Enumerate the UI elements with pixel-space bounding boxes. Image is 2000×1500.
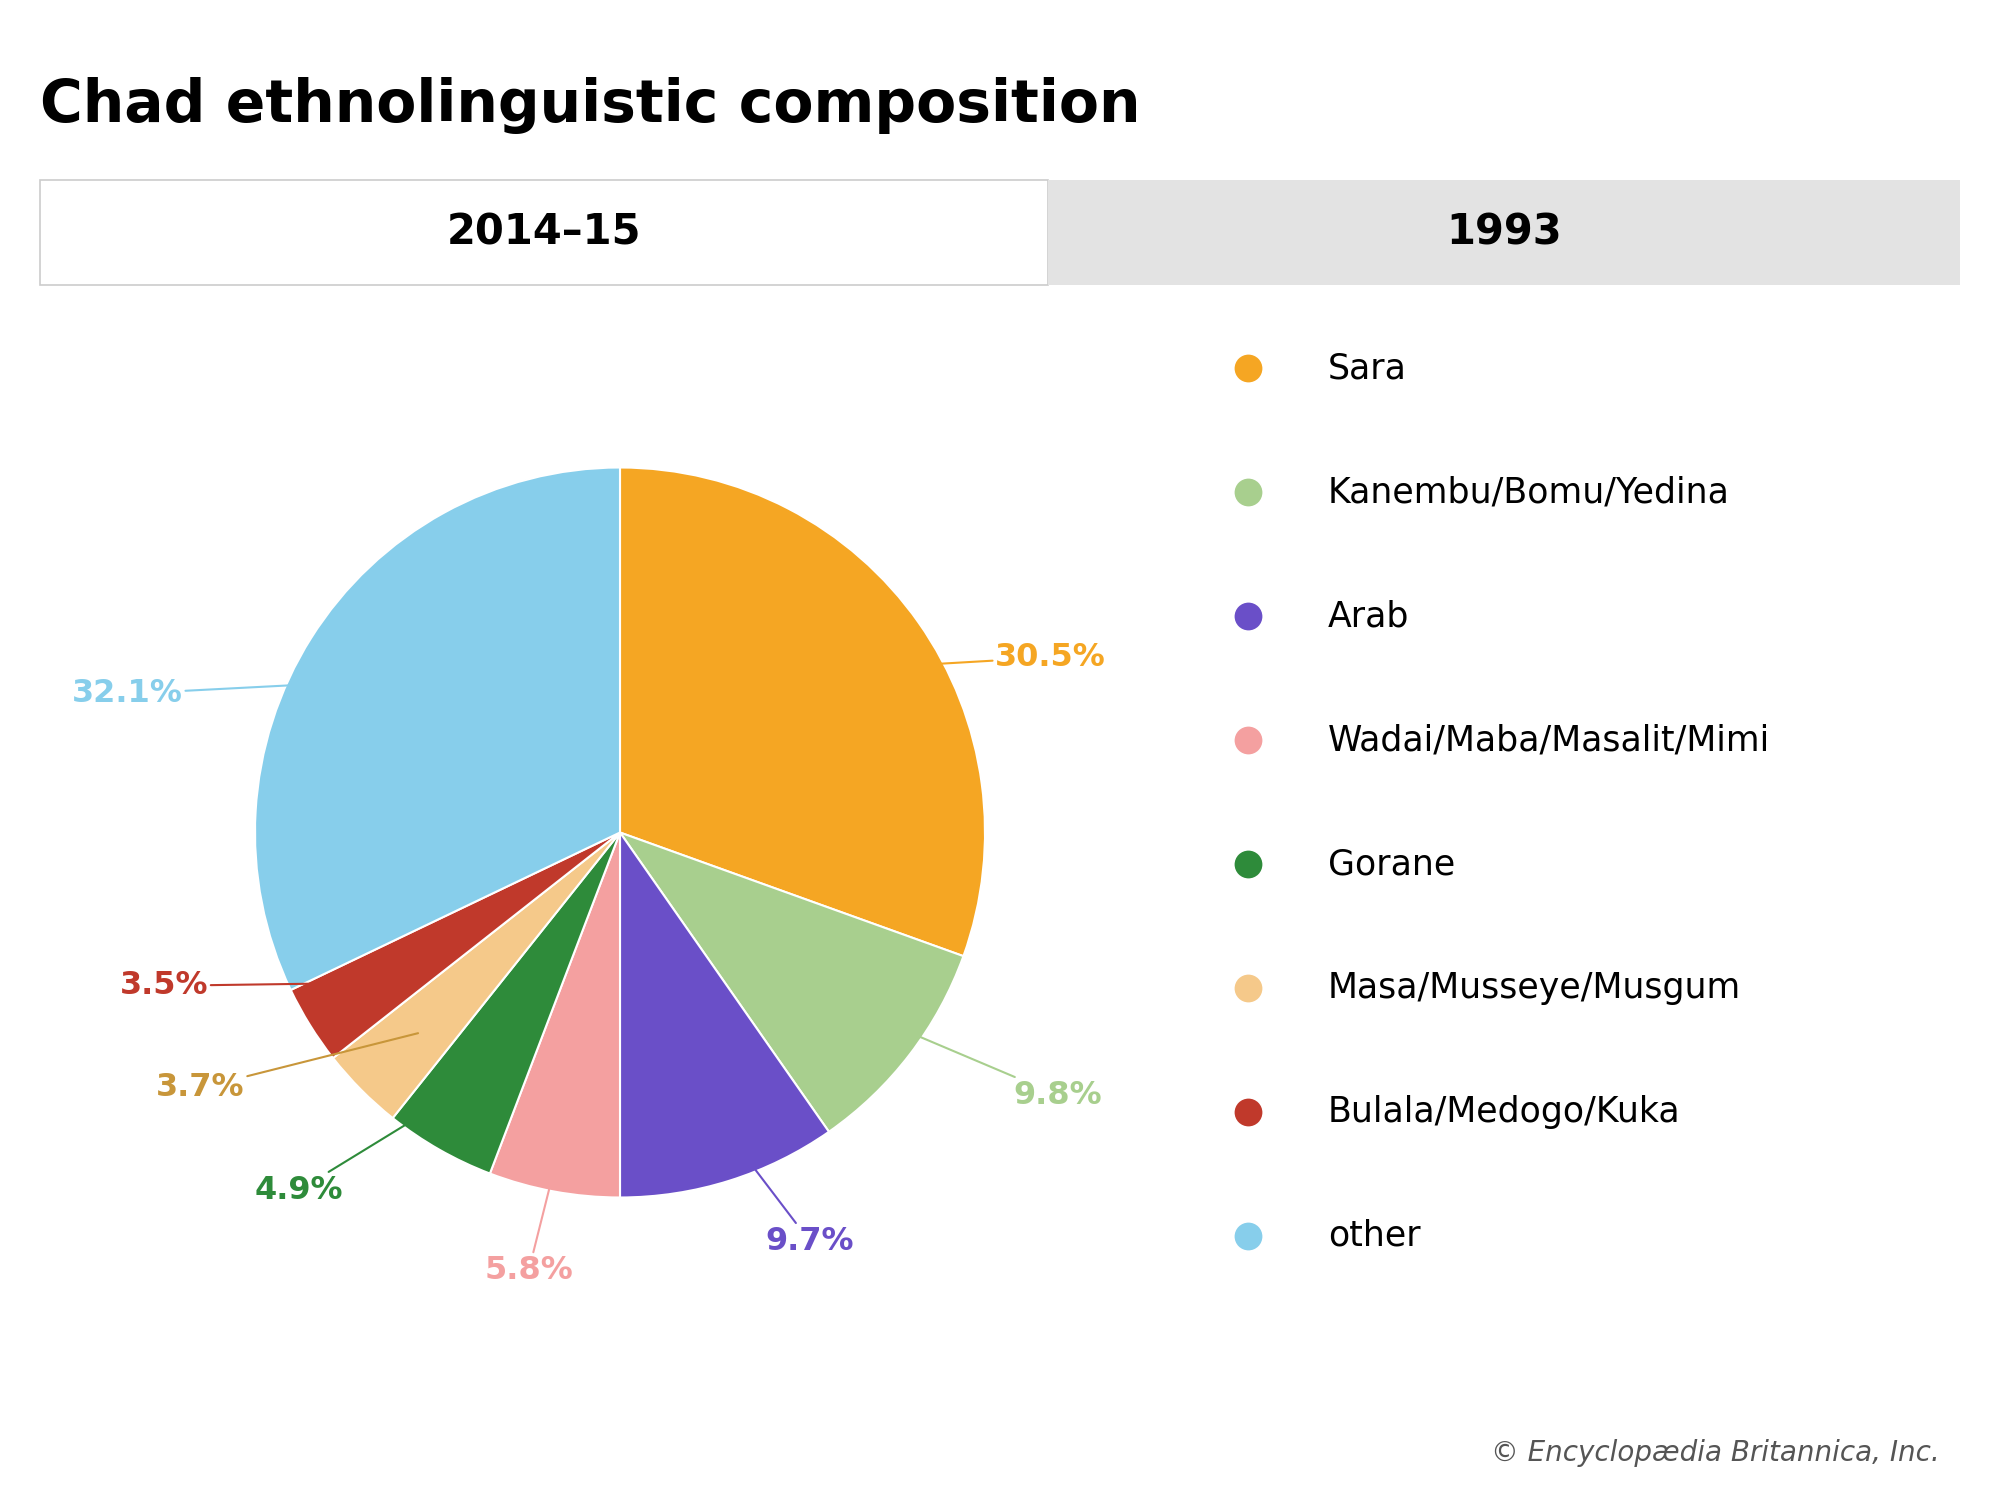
- FancyBboxPatch shape: [1048, 180, 1960, 285]
- Text: 30.5%: 30.5%: [852, 642, 1106, 674]
- Text: Bulala/Medogo/Kuka: Bulala/Medogo/Kuka: [1328, 1095, 1680, 1130]
- Text: Kanembu/Bomu/Yedina: Kanembu/Bomu/Yedina: [1328, 476, 1730, 508]
- Wedge shape: [620, 833, 964, 1132]
- Wedge shape: [290, 833, 620, 1058]
- Text: 3.5%: 3.5%: [120, 970, 378, 1002]
- Text: 2014–15: 2014–15: [446, 211, 642, 254]
- Wedge shape: [620, 468, 984, 956]
- Text: © Encyclopædia Britannica, Inc.: © Encyclopædia Britannica, Inc.: [1492, 1438, 1940, 1467]
- Text: Chad ethnolinguistic composition: Chad ethnolinguistic composition: [40, 76, 1140, 135]
- Text: Sara: Sara: [1328, 351, 1406, 386]
- Text: Masa/Musseye/Musgum: Masa/Musseye/Musgum: [1328, 970, 1742, 1005]
- Text: 32.1%: 32.1%: [72, 678, 380, 710]
- Text: 4.9%: 4.9%: [254, 1080, 478, 1206]
- Wedge shape: [490, 833, 620, 1197]
- FancyBboxPatch shape: [40, 180, 1048, 285]
- Text: 1993: 1993: [1446, 211, 1562, 254]
- Text: Wadai/Maba/Masalit/Mimi: Wadai/Maba/Masalit/Mimi: [1328, 723, 1770, 758]
- Text: 3.7%: 3.7%: [156, 1034, 418, 1104]
- Text: 5.8%: 5.8%: [484, 1113, 574, 1286]
- Text: other: other: [1328, 1220, 1420, 1252]
- Wedge shape: [256, 468, 620, 990]
- Text: 9.7%: 9.7%: [706, 1104, 854, 1257]
- Text: Gorane: Gorane: [1328, 847, 1456, 880]
- Wedge shape: [334, 833, 620, 1118]
- Wedge shape: [620, 833, 828, 1197]
- Wedge shape: [392, 833, 620, 1173]
- Text: Arab: Arab: [1328, 598, 1410, 633]
- Text: 9.8%: 9.8%: [846, 1005, 1102, 1112]
